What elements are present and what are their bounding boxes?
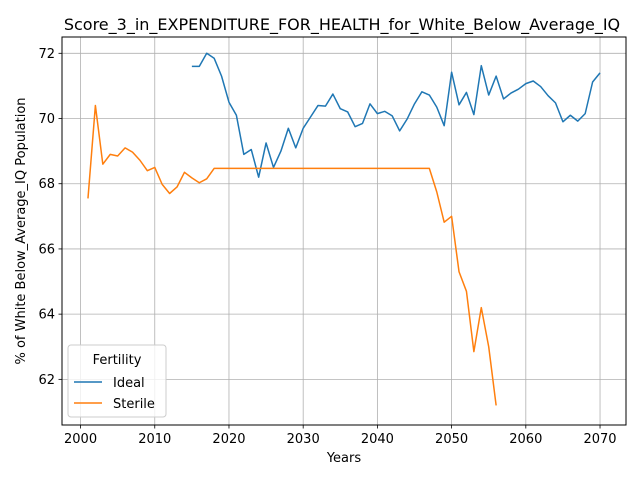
x-tick-label: 2020	[212, 432, 245, 447]
chart-title: Score_3_in_EXPENDITURE_FOR_HEALTH_for_Wh…	[64, 15, 620, 35]
y-tick-label: 70	[38, 112, 55, 127]
x-tick-label: 2000	[64, 432, 97, 447]
series-lines	[87, 52, 601, 406]
series-line-ideal	[191, 52, 601, 178]
legend-title: Fertility	[93, 353, 142, 368]
y-tick-label: 72	[38, 47, 55, 62]
x-tick-label: 2060	[509, 432, 542, 447]
legend-box	[67, 344, 167, 418]
y-tick-label: 62	[38, 373, 55, 388]
series-line-sterile	[87, 104, 497, 406]
x-tick-label: 2030	[287, 432, 320, 447]
y-axis-label: % of White Below_Average_IQ Population	[14, 97, 29, 364]
x-tick-label: 2050	[435, 432, 468, 447]
legend-label-sterile: Sterile	[113, 397, 155, 412]
y-tick-label: 64	[38, 308, 55, 323]
legend-label-ideal: Ideal	[113, 376, 145, 391]
x-tick-label: 2040	[361, 432, 394, 447]
plot-frame	[61, 36, 627, 426]
x-axis-label: Years	[326, 451, 362, 466]
y-tick-label: 66	[38, 242, 55, 257]
axis-ticks: 2000 2010 2020 2030 2040 2050 2060 2070 62 64 66 68…	[38, 47, 616, 447]
legend: Fertility Ideal Sterile	[67, 344, 167, 418]
x-tick-label: 2010	[138, 432, 171, 447]
x-tick-label: 2070	[583, 432, 616, 447]
y-tick-label: 68	[38, 177, 55, 192]
